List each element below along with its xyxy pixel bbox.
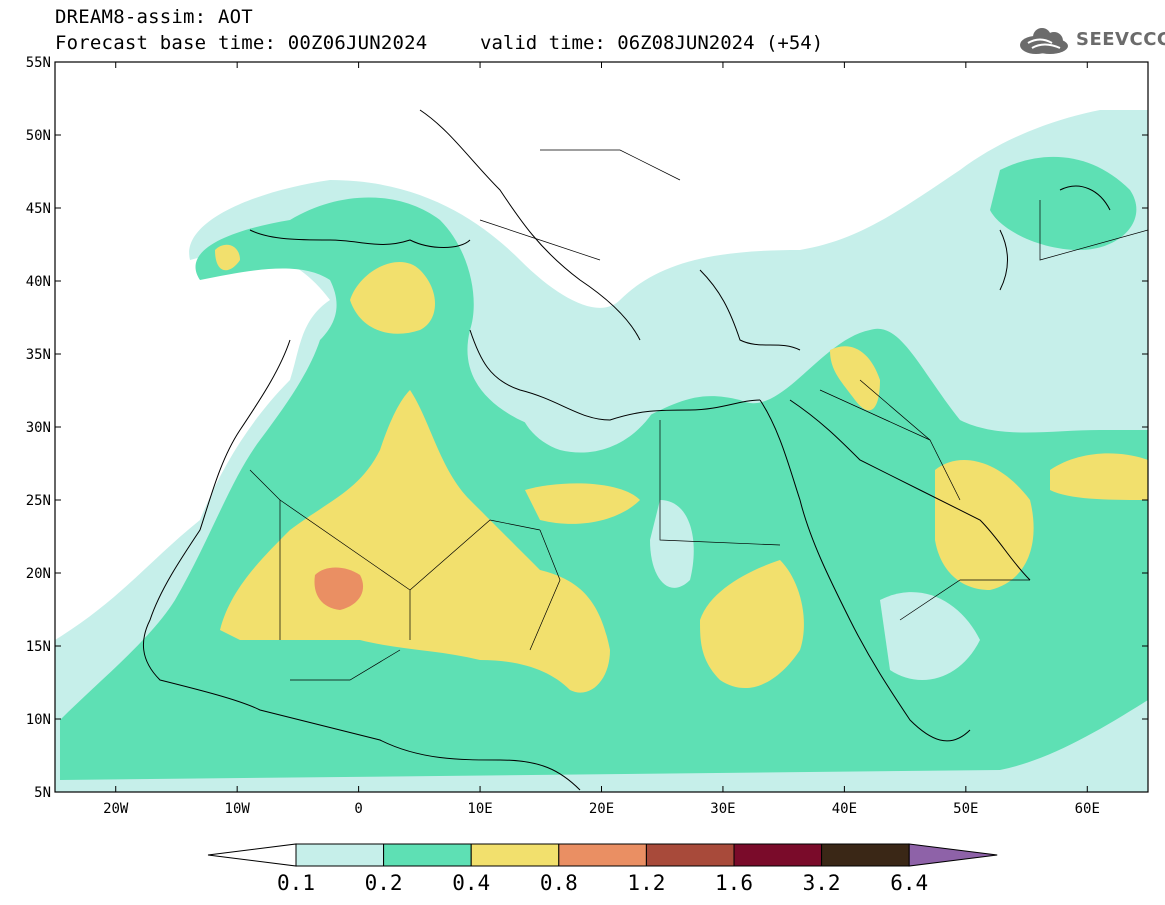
logo-text: SEEVCCC: [1076, 29, 1165, 50]
lat-tick-label: 10N: [26, 712, 51, 728]
legend-bin: [470, 843, 560, 867]
lon-tick-label: 10E: [467, 801, 492, 817]
aot-level-0.4: [215, 244, 1148, 693]
latitude-axis: 55N 50N 45N 40N 35N 30N 25N 20N 15N 10N 5N: [26, 55, 1148, 801]
lat-tick-label: 45N: [26, 201, 51, 217]
valid-time: valid time: 06Z08JUN2024 (+54): [480, 32, 824, 54]
lat-tick-label: 40N: [26, 274, 51, 290]
lon-tick-label: 10W: [225, 801, 251, 817]
lon-tick-label: 20W: [103, 801, 129, 817]
legend-label: 0.2: [365, 871, 403, 895]
lon-tick-label: 40E: [832, 801, 857, 817]
forecast-base-time: Forecast base time: 00Z06JUN2024: [55, 32, 428, 54]
borders: [249, 149, 1148, 681]
legend-label: 3.2: [803, 871, 841, 895]
lon-tick-label: 0: [354, 801, 362, 817]
seevccc-logo: SEEVCCC: [1016, 26, 1165, 56]
legend-bin: [295, 843, 385, 867]
legend-under-arrow: [207, 843, 297, 867]
lat-tick-label: 5N: [34, 785, 51, 801]
legend-label: 1.6: [715, 871, 753, 895]
lat-tick-label: 20N: [26, 566, 51, 582]
legend-bin: [821, 843, 910, 867]
legend-label: 1.2: [627, 871, 665, 895]
legend-label: 0.1: [277, 871, 315, 895]
legend-bin: [383, 843, 472, 867]
aot-field: [55, 109, 1148, 792]
aot-level-0.8: [314, 567, 364, 610]
lon-tick-label: 20E: [589, 801, 614, 817]
lon-tick-label: 30E: [710, 801, 735, 817]
map-title: DREAM8-assim: AOT: [55, 6, 253, 28]
legend-label: 6.4: [890, 871, 928, 895]
legend-bin: [558, 843, 647, 867]
lat-tick-label: 30N: [26, 420, 51, 436]
longitude-axis: 20W 10W 0 10E 20E 30E 40E 50E 60E: [103, 62, 1100, 817]
lat-tick-label: 35N: [26, 347, 51, 363]
aot-holes: [517, 371, 980, 680]
legend-label: 0.8: [540, 871, 578, 895]
lat-tick-label: 15N: [26, 639, 51, 655]
cloud-icon: [1020, 28, 1068, 54]
lat-tick-label: 50N: [26, 128, 51, 144]
lat-tick-label: 55N: [26, 55, 51, 71]
legend-label: 0.4: [452, 871, 490, 895]
lat-tick-label: 25N: [26, 493, 51, 509]
legend-over-arrow: [908, 843, 998, 867]
lon-tick-label: 50E: [953, 801, 978, 817]
legend-bin: [733, 843, 823, 867]
coastlines: [142, 109, 1111, 791]
legend-bin: [645, 843, 735, 867]
lon-tick-label: 60E: [1075, 801, 1100, 817]
